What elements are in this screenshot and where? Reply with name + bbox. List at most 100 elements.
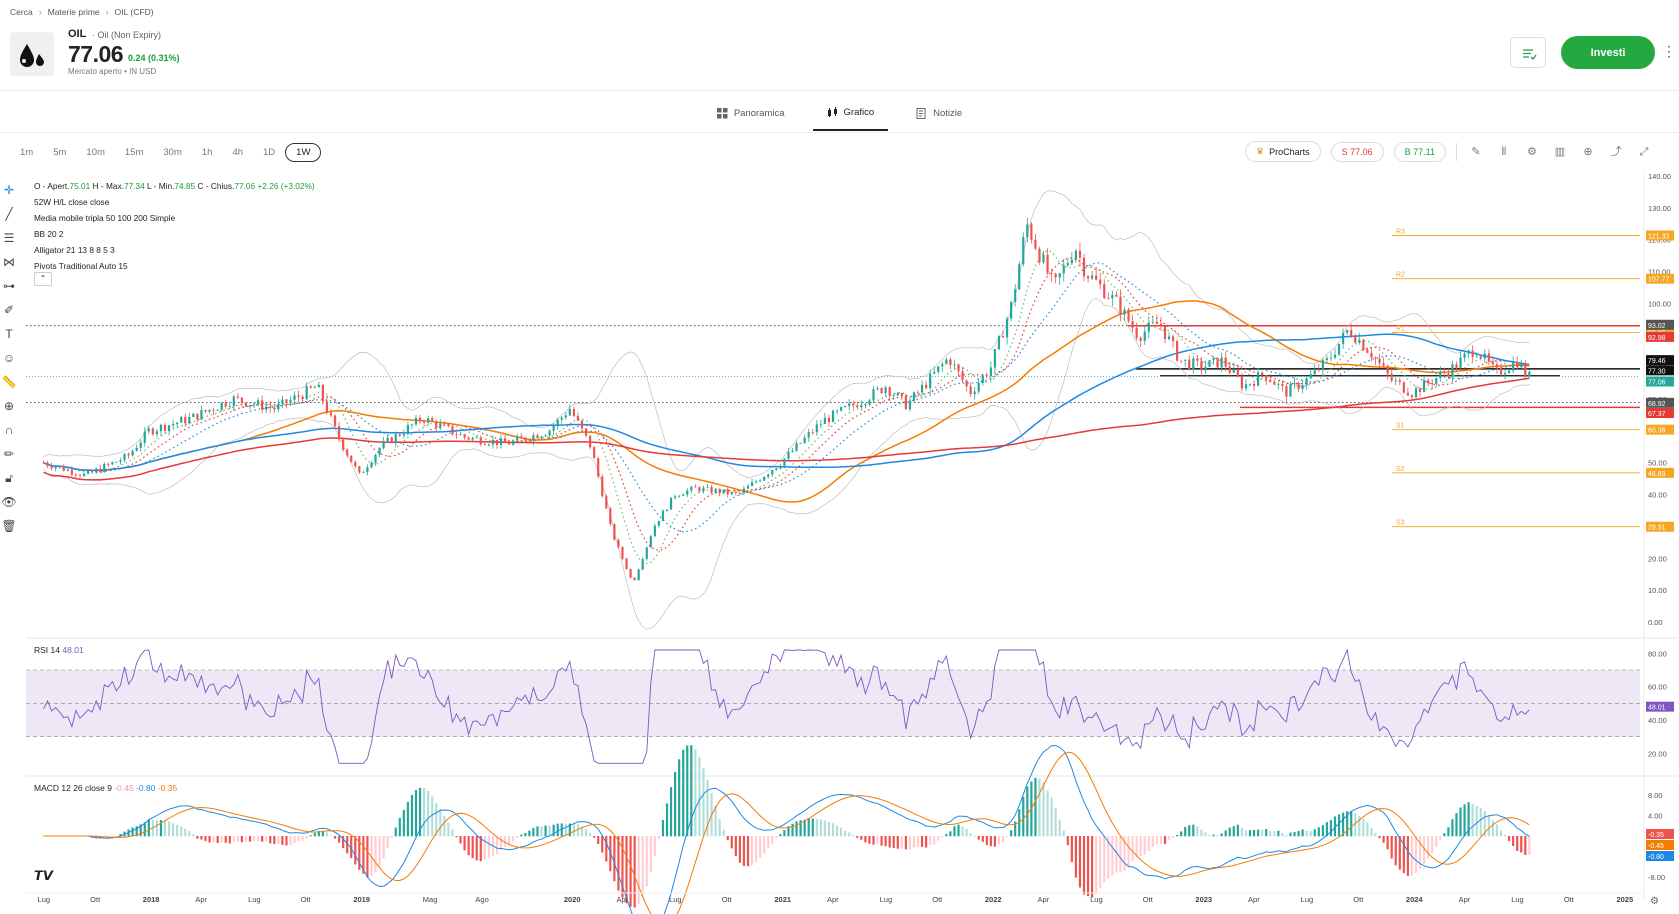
chart-type-icon[interactable]: ⫴ bbox=[1501, 145, 1507, 158]
candle-body bbox=[374, 454, 377, 463]
trendline-icon[interactable]: ╱ bbox=[5, 207, 13, 221]
timeframe-4h[interactable]: 4h bbox=[232, 147, 244, 158]
candle-body bbox=[139, 442, 142, 448]
macd-histogram-bar bbox=[783, 830, 786, 837]
macd-histogram-bar bbox=[354, 836, 357, 865]
candle-body bbox=[1512, 361, 1515, 371]
rsi-legend[interactable]: RSI 14 48.01 bbox=[34, 645, 84, 655]
macd-histogram-bar bbox=[285, 836, 288, 846]
share-icon[interactable]: ⤴ bbox=[1610, 145, 1622, 158]
macd-histogram-bar bbox=[904, 836, 907, 850]
macd-histogram-bar bbox=[1220, 833, 1223, 837]
macd-histogram-bar bbox=[439, 808, 442, 837]
macd-histogram-bar bbox=[163, 820, 167, 837]
macd-legend[interactable]: MACD 12 26 close 9 -0.45 -0.80 -0.35 bbox=[34, 783, 177, 793]
price-tag bbox=[1646, 365, 1674, 376]
candle-body bbox=[475, 437, 478, 439]
macd-histogram-bar bbox=[358, 836, 361, 870]
draw-icon[interactable]: ✎ bbox=[1471, 145, 1481, 158]
crown-icon: ♛ bbox=[1256, 146, 1265, 156]
macd-histogram-bar bbox=[572, 823, 575, 837]
candle-body bbox=[763, 476, 766, 481]
ruler-icon[interactable]: 📏 bbox=[1, 375, 17, 389]
indicator-52w[interactable]: 52W H/L close close bbox=[34, 197, 110, 207]
macd-histogram-bar bbox=[722, 830, 725, 837]
candle-body bbox=[1115, 294, 1118, 297]
eye-icon[interactable]: 👁︎ bbox=[1, 495, 17, 509]
candle-body bbox=[572, 408, 575, 416]
invest-button[interactable]: Investi bbox=[1561, 36, 1655, 69]
candle-body bbox=[224, 402, 227, 407]
fib-icon[interactable]: ☰ bbox=[3, 231, 15, 245]
macd-histogram-bar bbox=[265, 836, 268, 842]
timeframe-15m[interactable]: 15m bbox=[124, 147, 144, 158]
candle-body bbox=[455, 434, 458, 435]
timeframe-5m[interactable]: 5m bbox=[53, 147, 67, 158]
candle-body bbox=[556, 419, 559, 427]
candle-body bbox=[1091, 275, 1094, 279]
macd-histogram-bar bbox=[471, 836, 474, 859]
timeframe-1w[interactable]: 1W bbox=[285, 143, 322, 162]
fullscreen-icon[interactable]: ⤢ bbox=[1639, 145, 1649, 158]
procharts-button[interactable]: ♛ ProCharts bbox=[1245, 141, 1321, 162]
macd-histogram-bar bbox=[329, 835, 333, 837]
brush-icon[interactable]: ✐ bbox=[3, 303, 15, 317]
candle-body bbox=[1054, 273, 1057, 278]
candle-body bbox=[884, 387, 887, 394]
indicator-alligator[interactable]: Alligator 21 13 8 8 5 3 bbox=[34, 245, 115, 255]
candle-body bbox=[839, 407, 843, 411]
macd-histogram-bar bbox=[1224, 830, 1227, 837]
candle-body bbox=[872, 389, 875, 401]
tab-notizie[interactable]: Notizie bbox=[902, 95, 976, 131]
lock-icon[interactable]: 🔓︎ bbox=[5, 471, 13, 485]
macd-histogram-bar bbox=[1447, 827, 1450, 837]
emoji-icon[interactable]: ☺ bbox=[2, 351, 16, 365]
macd-histogram-bar bbox=[216, 836, 219, 843]
instrument-price: 77.06 bbox=[68, 41, 124, 67]
timeframe-10m[interactable]: 10m bbox=[86, 147, 105, 158]
timeframe-1m[interactable]: 1m bbox=[20, 147, 34, 158]
pattern-icon[interactable]: ⋈ bbox=[3, 255, 15, 269]
buy-button[interactable]: B 77.11 bbox=[1393, 141, 1446, 162]
add-icon[interactable]: ⊕ bbox=[1583, 145, 1593, 158]
indicators-icon[interactable]: ▥ bbox=[1554, 145, 1566, 158]
breadcrumb-item[interactable]: Materie prime bbox=[47, 7, 100, 17]
timeframe-30m[interactable]: 30m bbox=[163, 147, 182, 158]
sell-button[interactable]: S 77.06 bbox=[1330, 141, 1384, 162]
forecast-icon[interactable]: ⊶ bbox=[3, 279, 15, 293]
candle-body bbox=[844, 406, 847, 408]
macd-histogram-bar bbox=[467, 836, 470, 856]
tab-panoramica[interactable]: Panoramica bbox=[703, 95, 799, 131]
crosshair-icon[interactable]: ✛ bbox=[3, 183, 15, 197]
macd-histogram-bar bbox=[240, 836, 244, 843]
trash-icon[interactable]: 🗑︎ bbox=[1, 519, 17, 533]
lock-drawing-icon[interactable]: ✏ bbox=[3, 447, 15, 461]
indicator-ma[interactable]: Media mobile tripla 50 100 200 Simple bbox=[34, 213, 176, 223]
macd-histogram-bar bbox=[1216, 835, 1219, 837]
macd-histogram-bar bbox=[1038, 778, 1041, 837]
zoom-icon[interactable]: ⊕ bbox=[3, 399, 15, 413]
text-icon[interactable]: T bbox=[5, 327, 13, 341]
timeframe-1h[interactable]: 1h bbox=[201, 147, 213, 158]
candle-body bbox=[625, 558, 628, 569]
candle-body bbox=[143, 431, 146, 443]
x-axis-label: 2025 bbox=[1616, 895, 1633, 904]
collapse-legend-button[interactable]: ⌃ bbox=[34, 272, 52, 286]
timeframe-1d[interactable]: 1D bbox=[263, 147, 276, 158]
indicator-pivots[interactable]: Pivots Traditional Auto 15 bbox=[34, 261, 128, 271]
magnet-icon[interactable]: ∩ bbox=[4, 423, 14, 437]
candle-body bbox=[819, 423, 822, 425]
macd-histogram-bar bbox=[410, 794, 414, 837]
price-axis-label: 130.00 bbox=[1648, 204, 1671, 213]
tab-grafico[interactable]: Grafico bbox=[812, 95, 889, 131]
settings-icon[interactable]: ⚙ bbox=[1527, 145, 1537, 158]
candle-body bbox=[775, 468, 778, 471]
watchlist-button[interactable] bbox=[1510, 37, 1546, 68]
candle-body bbox=[637, 569, 640, 581]
more-options-icon[interactable]: ⋮ bbox=[1662, 43, 1676, 59]
indicator-bb[interactable]: BB 20 2 bbox=[34, 229, 64, 239]
candle-body bbox=[1228, 366, 1231, 373]
breadcrumb-item[interactable]: Cerca bbox=[10, 7, 33, 17]
candle-body bbox=[1281, 383, 1284, 387]
